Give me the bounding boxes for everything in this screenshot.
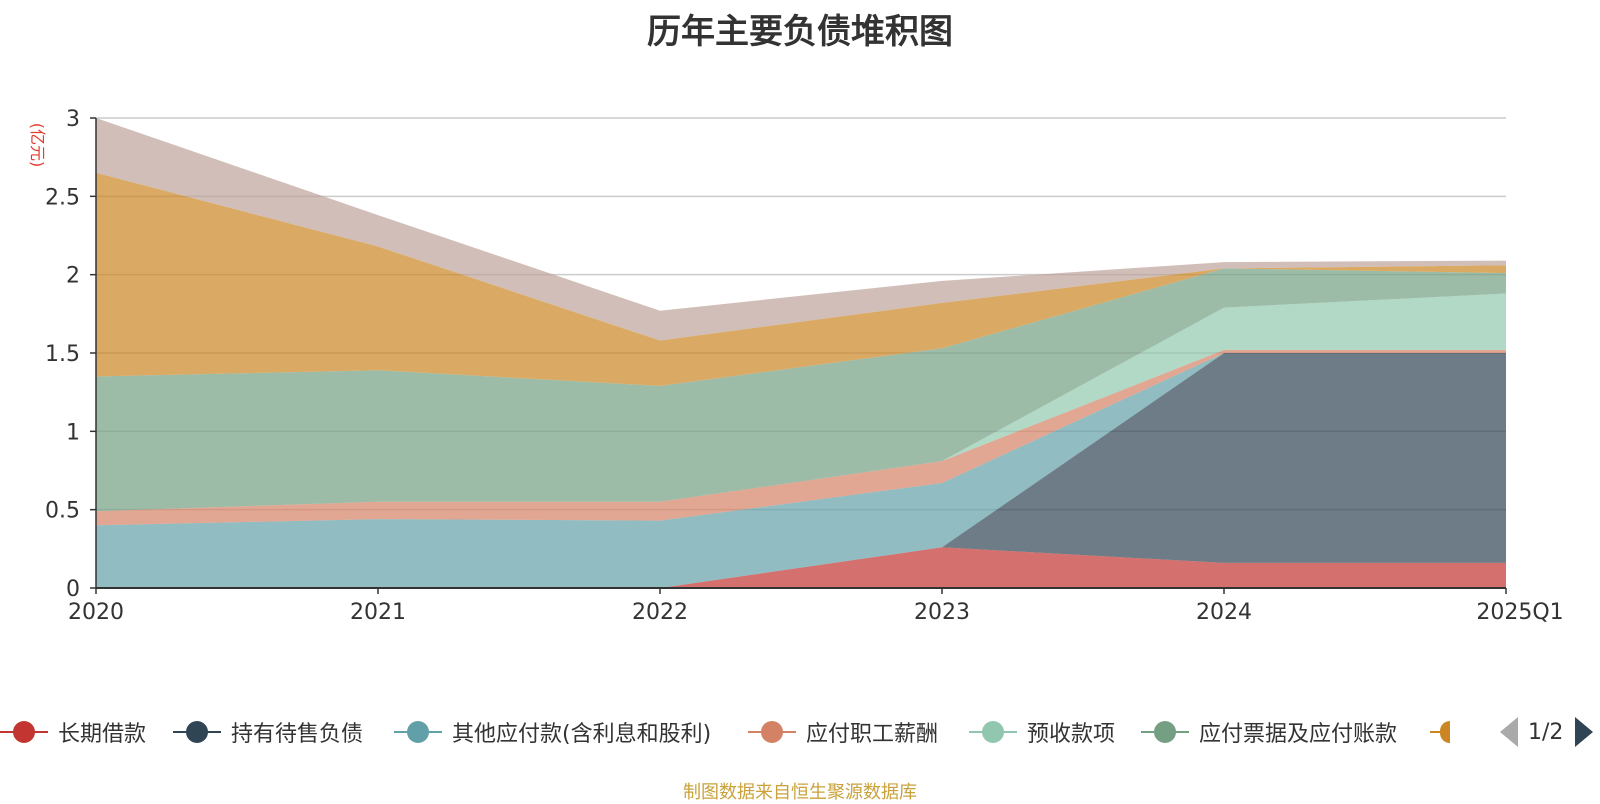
legend-label: 其他应付款(含利息和股利)	[452, 722, 712, 747]
legend-item[interactable]: 预收款项	[969, 712, 1115, 752]
area-series-0[interactable]	[96, 547, 1506, 588]
legend-next-page-icon[interactable]	[1575, 717, 1594, 747]
legend-item[interactable]: 应付票据及应付账款	[1141, 712, 1397, 752]
legend-marker-icon	[1141, 712, 1189, 752]
y-axis-unit-label: (亿元)	[28, 123, 47, 168]
axes: 0 0.5 1 1.5 2 2.5 3 2020 2021 2022 2023 2024 2025Q1	[45, 107, 1564, 625]
legend-item-partial[interactable]	[1430, 712, 1450, 752]
chart-title: 历年主要负债堆积图	[647, 12, 953, 52]
legend-label: 应付票据及应付账款	[1199, 722, 1398, 747]
legend-marker-icon	[0, 712, 48, 752]
y-tick-label: 0	[66, 577, 80, 602]
x-tick-label: 2025Q1	[1476, 600, 1563, 625]
legend-label: 预收款项	[1027, 722, 1116, 747]
legend-marker-icon	[173, 712, 221, 752]
area-series-6[interactable]	[96, 172, 1506, 386]
area-series-5[interactable]	[96, 268, 1506, 512]
legend-prev-page-icon[interactable]	[1500, 717, 1518, 747]
legend-item[interactable]: 长期借款	[0, 712, 146, 752]
y-tick-label: 3	[66, 107, 80, 132]
legend-marker-icon	[969, 712, 1017, 752]
legend-marker-icon	[748, 712, 796, 752]
area-series-7[interactable]	[96, 118, 1506, 341]
area-series-1[interactable]	[96, 353, 1506, 588]
legend: 长期借款 持有待售负债 其他应付款(含利息和股利) 应付职工薪酬 预收款项 应付票据及应付…	[0, 712, 1600, 752]
legend-item[interactable]: 持有待售负债	[173, 712, 363, 752]
x-tick-label: 2020	[68, 600, 124, 625]
y-tick-label: 0.5	[45, 499, 80, 524]
y-tick-label: 1	[66, 420, 80, 445]
source-note: 制图数据来自恒生聚源数据库	[683, 782, 917, 803]
legend-item[interactable]: 其他应付款(含利息和股利)	[394, 712, 711, 752]
x-tick-label: 2021	[350, 600, 406, 625]
y-tick-label: 2	[66, 264, 80, 289]
x-tick-label: 2023	[914, 600, 970, 625]
legend-label: 持有待售负债	[231, 722, 364, 747]
area-series-4[interactable]	[96, 293, 1506, 512]
y-tick-label: 2.5	[45, 185, 80, 210]
area-series	[96, 118, 1506, 588]
x-tick-label: 2022	[632, 600, 688, 625]
y-tick-label: 1.5	[45, 342, 80, 367]
legend-page-indicator: 1/2	[1528, 719, 1564, 745]
legend-item[interactable]: 应付职工薪酬	[748, 712, 938, 752]
x-tick-label: 2024	[1196, 600, 1252, 625]
legend-label: 应付职工薪酬	[806, 722, 939, 747]
area-series-2[interactable]	[96, 353, 1506, 588]
legend-pager: 1/2	[1500, 712, 1600, 752]
legend-marker-icon	[394, 712, 442, 752]
legend-label: 长期借款	[58, 722, 147, 747]
area-series-3[interactable]	[96, 349, 1506, 526]
